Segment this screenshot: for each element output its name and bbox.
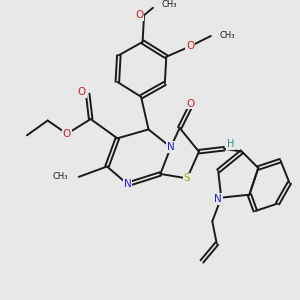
Text: N: N <box>124 179 132 189</box>
Text: O: O <box>78 87 86 97</box>
Text: CH₃: CH₃ <box>53 172 68 182</box>
Text: O: O <box>136 10 144 20</box>
Text: O: O <box>186 99 194 109</box>
Text: N: N <box>167 142 175 152</box>
Text: O: O <box>186 41 194 51</box>
Text: CH₃: CH₃ <box>220 32 235 40</box>
Text: N: N <box>214 194 222 204</box>
Text: S: S <box>184 173 190 183</box>
Text: O: O <box>63 129 71 139</box>
Text: CH₃: CH₃ <box>162 0 177 9</box>
Text: H: H <box>227 139 234 149</box>
